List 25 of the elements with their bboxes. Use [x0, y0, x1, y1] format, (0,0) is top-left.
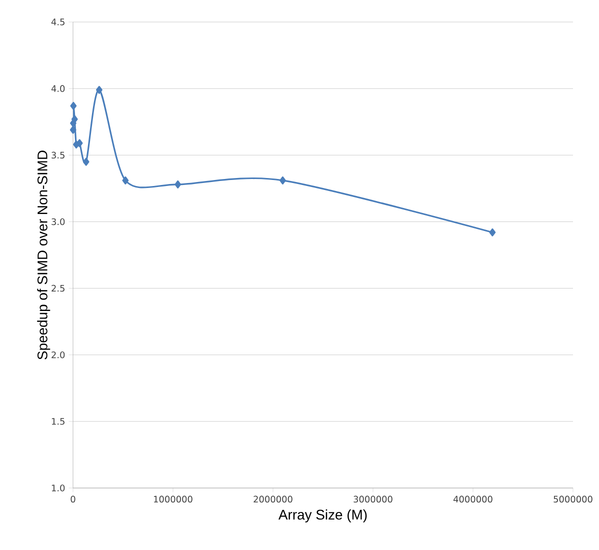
y-tick-label: 4.5 [51, 18, 64, 26]
x-tick-label: 1000000 [154, 496, 192, 503]
point [70, 126, 76, 134]
y-tick-label: 2.5 [52, 284, 64, 292]
x-tick-label: 3000000 [354, 496, 392, 503]
x-tick-label: 5000000 [554, 496, 592, 503]
x-tick-label: 2000000 [254, 496, 292, 503]
point [489, 228, 496, 236]
point [70, 102, 77, 110]
y-tick-label: 1.5 [52, 418, 64, 425]
y-tick-label: 3.5 [52, 152, 64, 159]
y-tick-label: 4.0 [51, 85, 65, 92]
point [122, 176, 129, 184]
y-axis-title: Speedup of SIMD over Non-SIMD [37, 150, 50, 360]
point [71, 115, 78, 124]
y-tick-label: 3.0 [52, 218, 65, 226]
y-tick-label: 2.0 [52, 351, 65, 358]
point [280, 176, 286, 184]
x-tick-label: 0 [70, 496, 76, 503]
y-tick-label: 1.0 [52, 484, 65, 492]
point [174, 180, 182, 188]
x-tick-label: 4000000 [453, 496, 492, 503]
point [82, 158, 90, 166]
x-axis-title: Array Size (M) [278, 509, 367, 522]
point [96, 86, 102, 94]
